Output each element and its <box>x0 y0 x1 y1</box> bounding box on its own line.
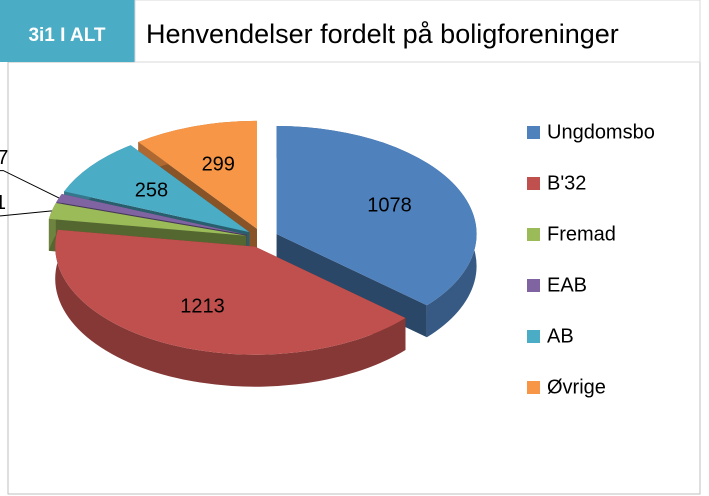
labels: 1078 1213 71 37 258 299 <box>0 147 412 318</box>
legend-label: Øvrige <box>547 376 606 398</box>
data-label: 1078 <box>367 195 412 217</box>
pie-tops <box>48 120 477 355</box>
legend-label: Ungdomsbo <box>547 121 655 143</box>
header-tag-box <box>0 0 135 62</box>
slice-side <box>55 229 406 387</box>
data-label: 258 <box>135 179 168 201</box>
leader-line <box>0 210 52 217</box>
data-label: 37 <box>0 147 8 169</box>
legend-label: Fremad <box>547 223 616 245</box>
legend-label: EAB <box>547 274 587 296</box>
legend-swatch <box>527 228 540 241</box>
data-label: 299 <box>202 154 235 176</box>
legend-label: B'32 <box>547 172 586 194</box>
slice <box>276 126 477 306</box>
slice <box>55 229 406 355</box>
legend-label: AB <box>547 325 574 347</box>
legend-swatch <box>527 279 540 292</box>
slice <box>64 145 250 233</box>
header-tag: 3i1 I ALT <box>28 25 105 46</box>
legend-swatch <box>527 381 540 394</box>
leader-line <box>0 170 60 199</box>
slice <box>48 203 247 236</box>
slice <box>56 193 247 235</box>
chart-title: Henvendelser fordelt på boligforeninger <box>146 19 619 49</box>
data-label: 71 <box>0 192 6 214</box>
legend-swatch <box>527 330 540 343</box>
slice <box>138 120 258 229</box>
legend-swatch <box>527 177 540 190</box>
legend-swatch <box>527 126 540 139</box>
title-box <box>134 0 701 63</box>
data-label: 1213 <box>180 296 225 318</box>
legend: Ungdomsbo B'32 Fremad EAB AB Øvrige <box>527 121 655 398</box>
